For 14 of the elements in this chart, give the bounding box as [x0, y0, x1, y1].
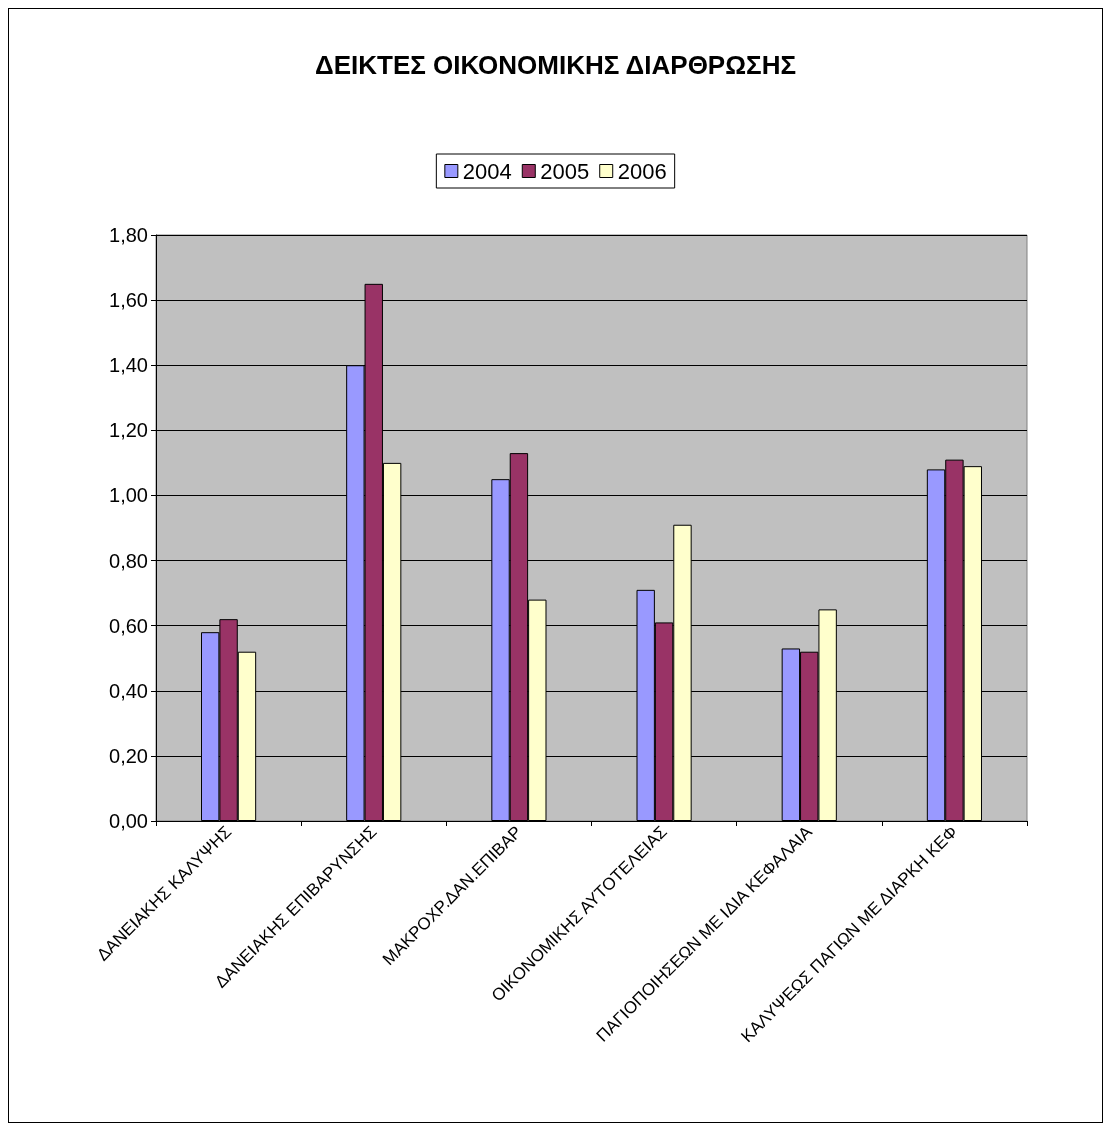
- chart-title: ΔΕΙΚΤΕΣ ΟΙΚΟΝΟΜΙΚΗΣ ΔΙΑΡΘΡΩΣΗΣ: [314, 50, 797, 80]
- y-tick-label: 1,20: [109, 419, 148, 442]
- y-tick-label: 0,20: [109, 744, 148, 767]
- y-tick-label: 0,40: [109, 679, 148, 702]
- y-tick-label: 0,80: [109, 549, 148, 572]
- legend-label: 2004: [462, 158, 512, 184]
- y-tick-label: 1,40: [109, 354, 148, 377]
- legend-label: 2006: [617, 158, 667, 184]
- y-tick-label: 1,80: [109, 224, 148, 246]
- y-tick-label: 0,00: [109, 810, 148, 832]
- legend-label: 2005: [540, 158, 590, 184]
- y-tick-label: 0,60: [109, 614, 148, 637]
- y-tick-label: 1,00: [109, 484, 148, 507]
- y-tick-label: 1,60: [109, 289, 148, 312]
